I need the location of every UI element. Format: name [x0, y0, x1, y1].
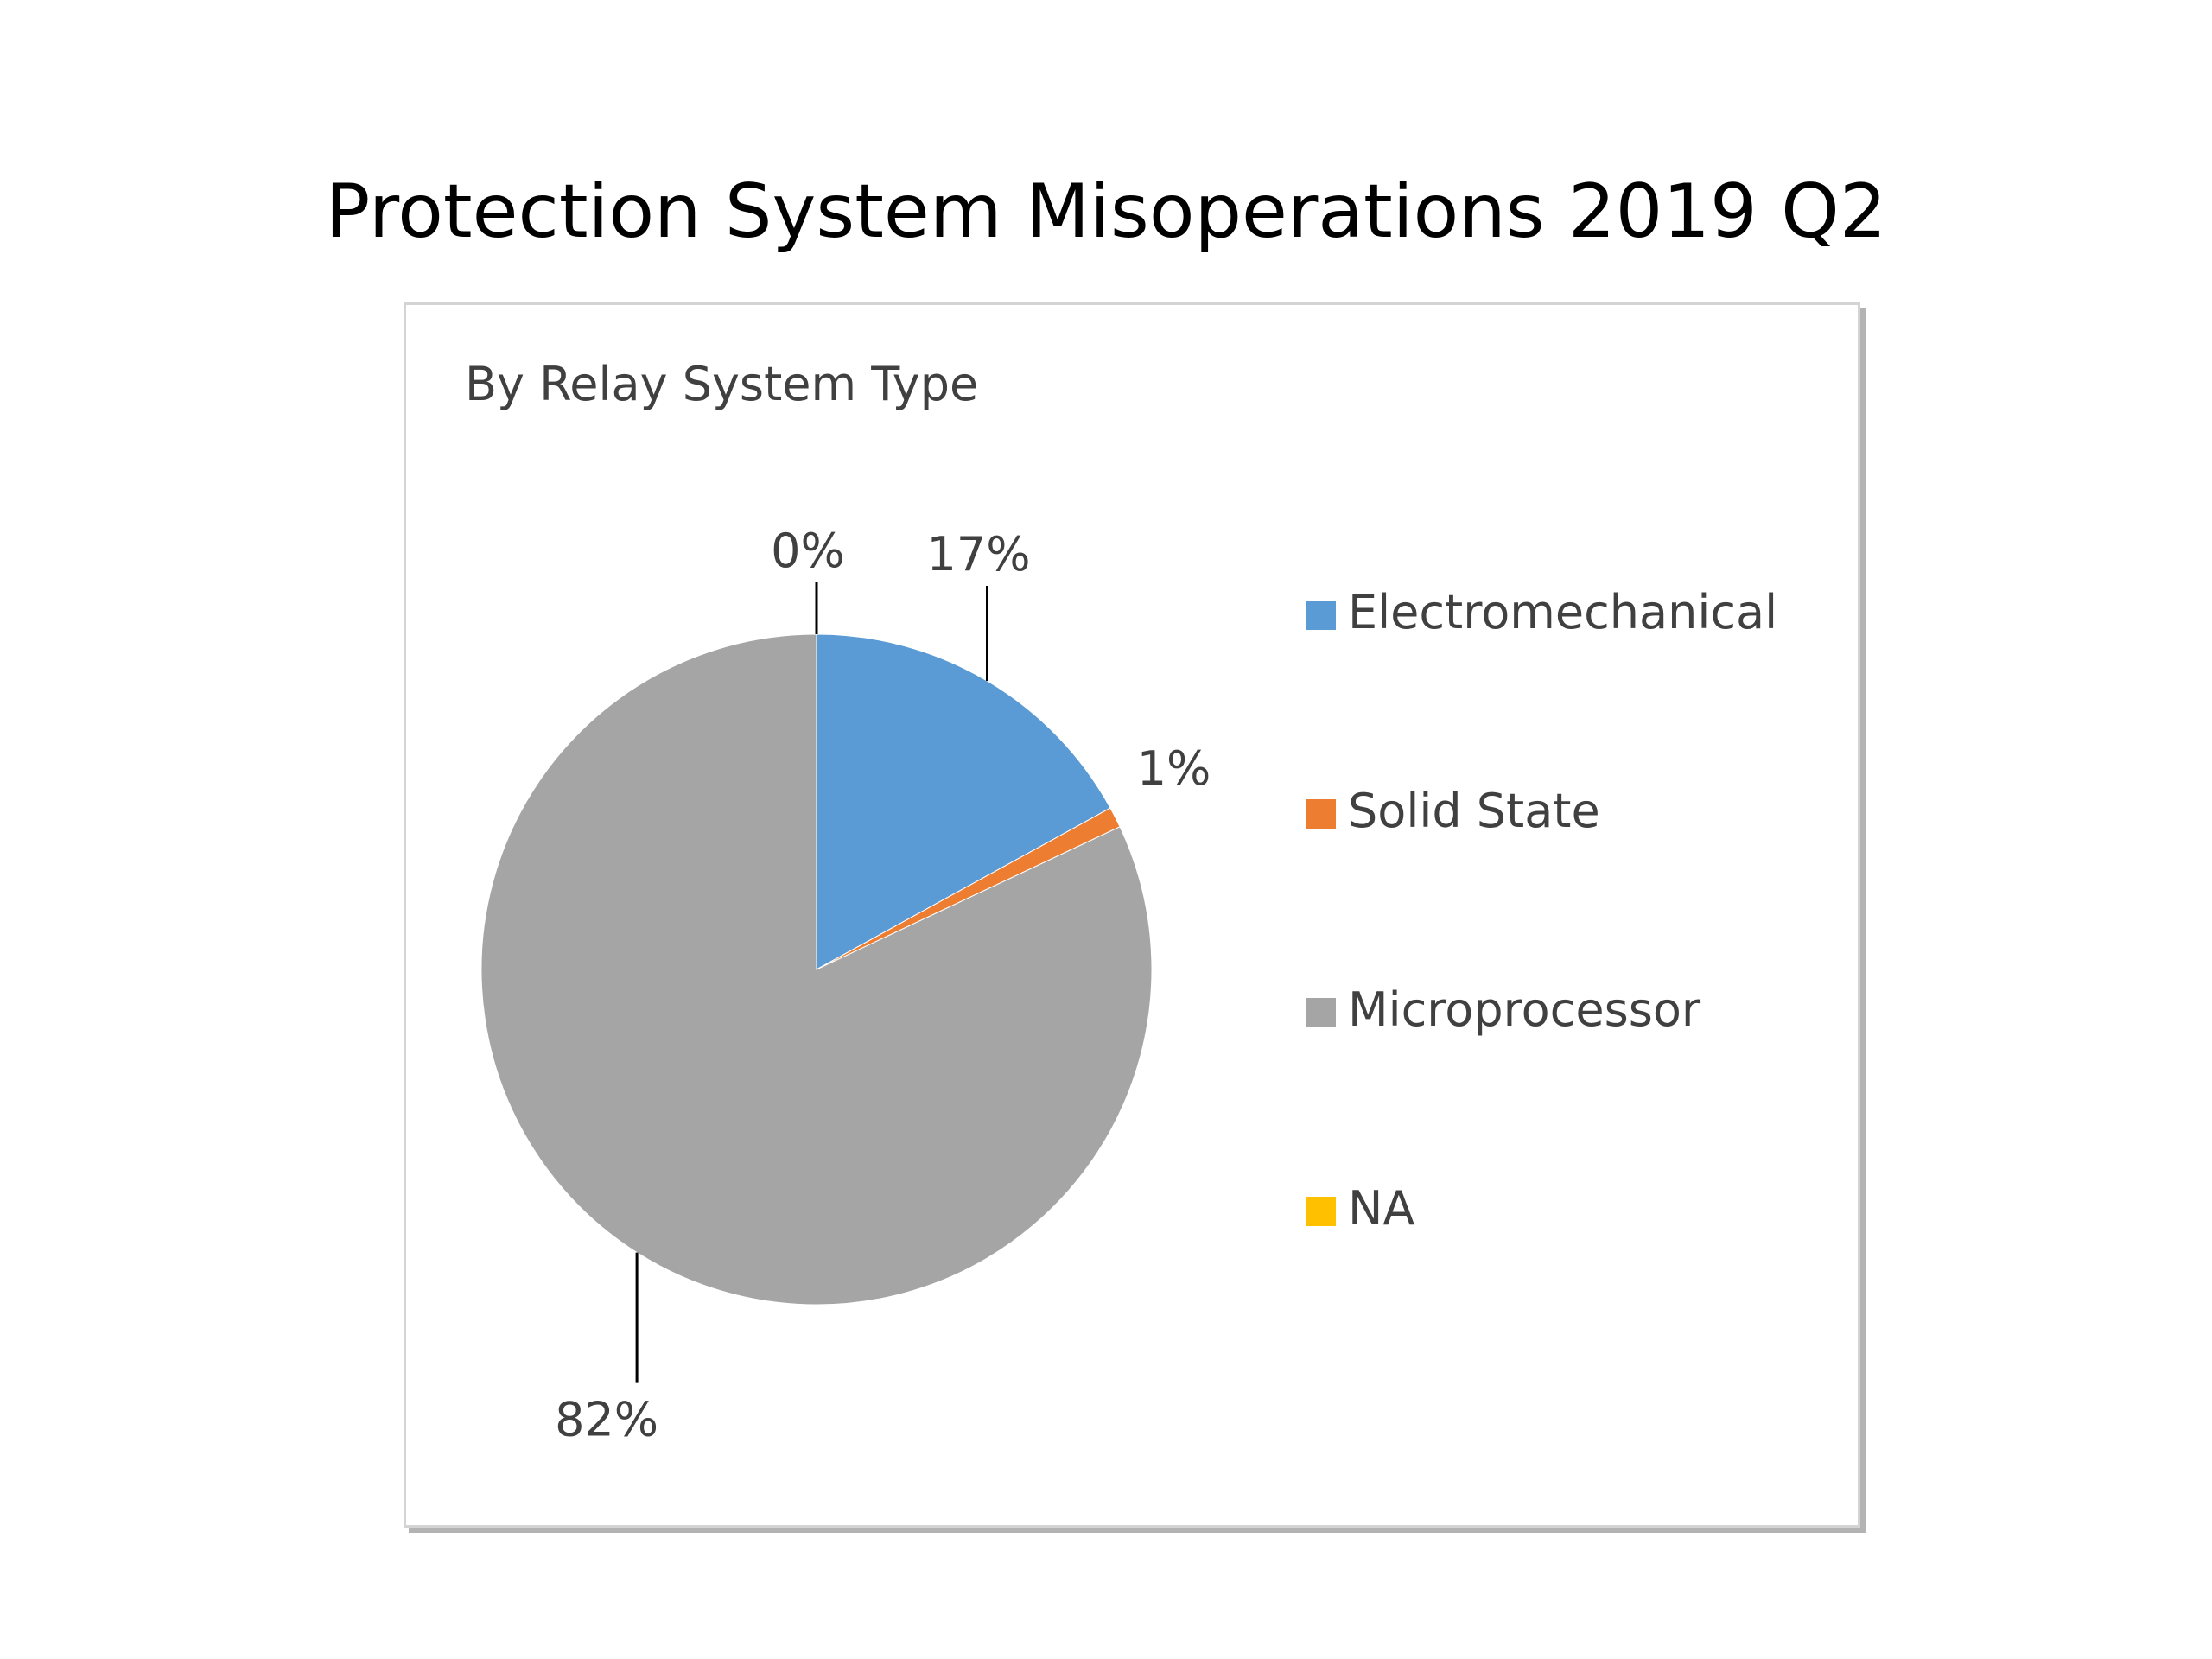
data-label-solid-state: 1% [1137, 741, 1211, 796]
chart-title: By Relay System Type [465, 357, 978, 411]
legend-label-electromechanical: Electromechanical [1348, 585, 1777, 639]
legend-swatch-solid-state [1306, 799, 1336, 829]
pie-slice-microprocessor [480, 633, 1153, 1306]
legend-label-solid-state: Solid State [1348, 784, 1600, 838]
legend-label-microprocessor: Microprocessor [1348, 982, 1701, 1037]
data-label-na: 0% [771, 524, 845, 578]
legend-swatch-microprocessor [1306, 998, 1336, 1027]
data-label-microprocessor: 82% [555, 1393, 658, 1447]
legend-label-na: NA [1348, 1181, 1414, 1236]
slide-title: Protection System Misoperations 2019 Q2 [325, 168, 1887, 255]
legend-swatch-electromechanical [1306, 601, 1336, 630]
data-label-electromechanical: 17% [926, 527, 1030, 582]
legend-swatch-na [1306, 1197, 1336, 1226]
